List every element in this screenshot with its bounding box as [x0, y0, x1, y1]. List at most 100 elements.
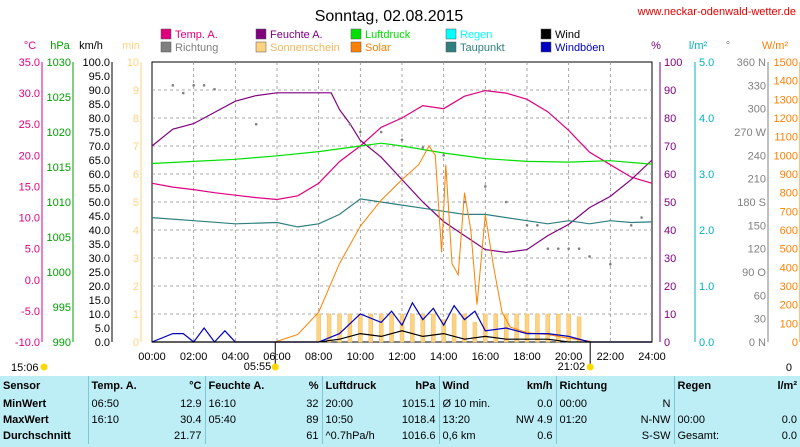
legend-swatch — [255, 41, 267, 53]
tick-label: 0.0 — [699, 337, 714, 349]
legend-label: Sonnenschein — [270, 42, 340, 54]
tick-label: 5.0 — [25, 244, 40, 256]
tick-label: 4 — [133, 225, 139, 237]
legend-swatch — [350, 41, 362, 53]
summary-header-temp-unit: °C — [189, 380, 202, 392]
sunset-icon — [586, 363, 594, 371]
tick-label: 50.0 — [89, 197, 110, 209]
tick-label: 1100 — [774, 132, 798, 144]
temp-avg-value: 21.77 — [173, 430, 202, 442]
hum-max-value: 89 — [306, 414, 319, 426]
row-label: MinWert — [3, 398, 47, 410]
website-link[interactable]: www.neckar-odenwald-wetter.de — [637, 6, 796, 18]
tick-label: 15.0 — [89, 295, 110, 307]
tick-label: 7 — [133, 141, 139, 153]
tick-label: 45.0 — [89, 211, 110, 223]
tick-label: 90 O — [742, 267, 766, 279]
tick-label: 25.0 — [89, 267, 110, 279]
moonrise-label: 15:06 — [11, 362, 39, 374]
tick-label: 120 — [748, 244, 766, 256]
hum-min-time: 16:10 — [204, 396, 267, 412]
series-line-temp-a- — [151, 89, 653, 201]
tick-label: 1200 — [774, 113, 798, 125]
tick-label: 300 — [780, 281, 798, 293]
sunshine-bar — [326, 313, 332, 343]
direction-point — [181, 91, 185, 95]
tick-label: 80 — [664, 113, 676, 125]
tick-label: 70 — [664, 141, 676, 153]
tick-label: 20.0 — [19, 150, 40, 162]
hum-max-time: 05:40 — [204, 412, 267, 428]
tick-label: 2 — [133, 281, 139, 293]
tick-label: 95.0 — [89, 71, 110, 83]
direction-point — [556, 247, 560, 250]
sunshine-bar — [378, 313, 384, 343]
temp-max-time: 16:10 — [87, 412, 150, 428]
tick-label: 1015 — [47, 162, 71, 174]
summary-row-min: MinWert 06:50 12.9 16:10 32 20:00 1015.1… — [0, 396, 800, 412]
sunrise-icon — [271, 363, 279, 371]
tick-label: 500 — [780, 244, 798, 256]
tick-label: 800 — [780, 188, 798, 200]
time-tick-label: 02:00 — [180, 351, 208, 363]
direction-point — [192, 84, 195, 87]
direction-point — [504, 200, 508, 204]
tick-label: 100.0 — [82, 57, 110, 69]
tick-label: 60 — [664, 169, 676, 181]
time-tick-label: 06:00 — [263, 351, 291, 363]
legend-label: Richtung — [175, 42, 218, 54]
axis-unit: hPa — [50, 40, 70, 52]
summary-header-temp: Temp. A. — [87, 376, 150, 396]
legend-swatch — [160, 41, 172, 53]
legend-label: Taupunkt — [460, 42, 505, 54]
tick-label: 70.0 — [89, 141, 110, 153]
tick-label: 30.0 — [19, 88, 40, 100]
dir-avg-note — [555, 428, 614, 444]
tick-label: 1000 — [47, 267, 71, 279]
tick-label: 30 — [754, 314, 766, 326]
summary-header-press-unit: hPa — [415, 380, 436, 392]
tick-label: 210 — [748, 174, 766, 186]
tick-label: 360 N — [737, 57, 766, 69]
direction-point — [484, 185, 487, 188]
tick-label: 10.0 — [19, 213, 40, 225]
direction-point — [629, 224, 633, 227]
dir-max-time: 01:20 — [555, 412, 614, 428]
tick-label: 55.0 — [89, 183, 110, 195]
time-tick-label: 00:00 — [138, 351, 166, 363]
tick-label: 2.0 — [699, 225, 714, 237]
weather-chart: Sonntag, 02.08.2015 www.neckar-odenwald-… — [11, 6, 800, 374]
axis-unit: l/m² — [689, 40, 708, 52]
axes: °C hPa km/h min% l/m² ° W/m²35.030.025.020.015… — [15, 40, 800, 363]
direction-point — [588, 255, 591, 258]
dir-avg-value: S-SW — [641, 430, 671, 442]
tick-label: 35.0 — [19, 57, 40, 69]
tick-label: 600 — [780, 225, 798, 237]
axis-unit: min — [122, 40, 140, 52]
time-tick-label: 12:00 — [388, 351, 416, 363]
tick-label: 30 — [664, 253, 676, 265]
direction-point — [379, 130, 383, 134]
tick-label: 1300 — [774, 94, 798, 106]
dir-min-time: 00:00 — [555, 396, 614, 412]
press-max-time: 10:50 — [321, 412, 384, 428]
temp-min-time: 06:50 — [87, 396, 150, 412]
direction-point — [421, 146, 425, 149]
legend-swatch — [540, 28, 552, 40]
press-trend: ^0.7hPa/h — [321, 428, 384, 444]
direction-point — [171, 84, 175, 87]
tick-label: 0 — [792, 337, 798, 349]
dir-max-value: N-NW — [640, 414, 671, 426]
sun-markers: 15:06 05:55 21:02 0 — [11, 342, 792, 374]
tick-label: 1030 — [47, 57, 71, 69]
tick-label: 3 — [133, 253, 139, 265]
direction-point — [348, 122, 352, 126]
tick-label: 3.0 — [699, 169, 714, 181]
legend-label: Feuchte A. — [270, 29, 323, 41]
time-tick-label: 24:00 — [638, 351, 666, 363]
press-min-time: 20:00 — [321, 396, 384, 412]
tick-label: 40 — [664, 225, 676, 237]
time-tick-label: 20:00 — [555, 351, 583, 363]
wind-max-time: 13:20 — [438, 412, 511, 428]
tick-label: 1.0 — [699, 281, 714, 293]
